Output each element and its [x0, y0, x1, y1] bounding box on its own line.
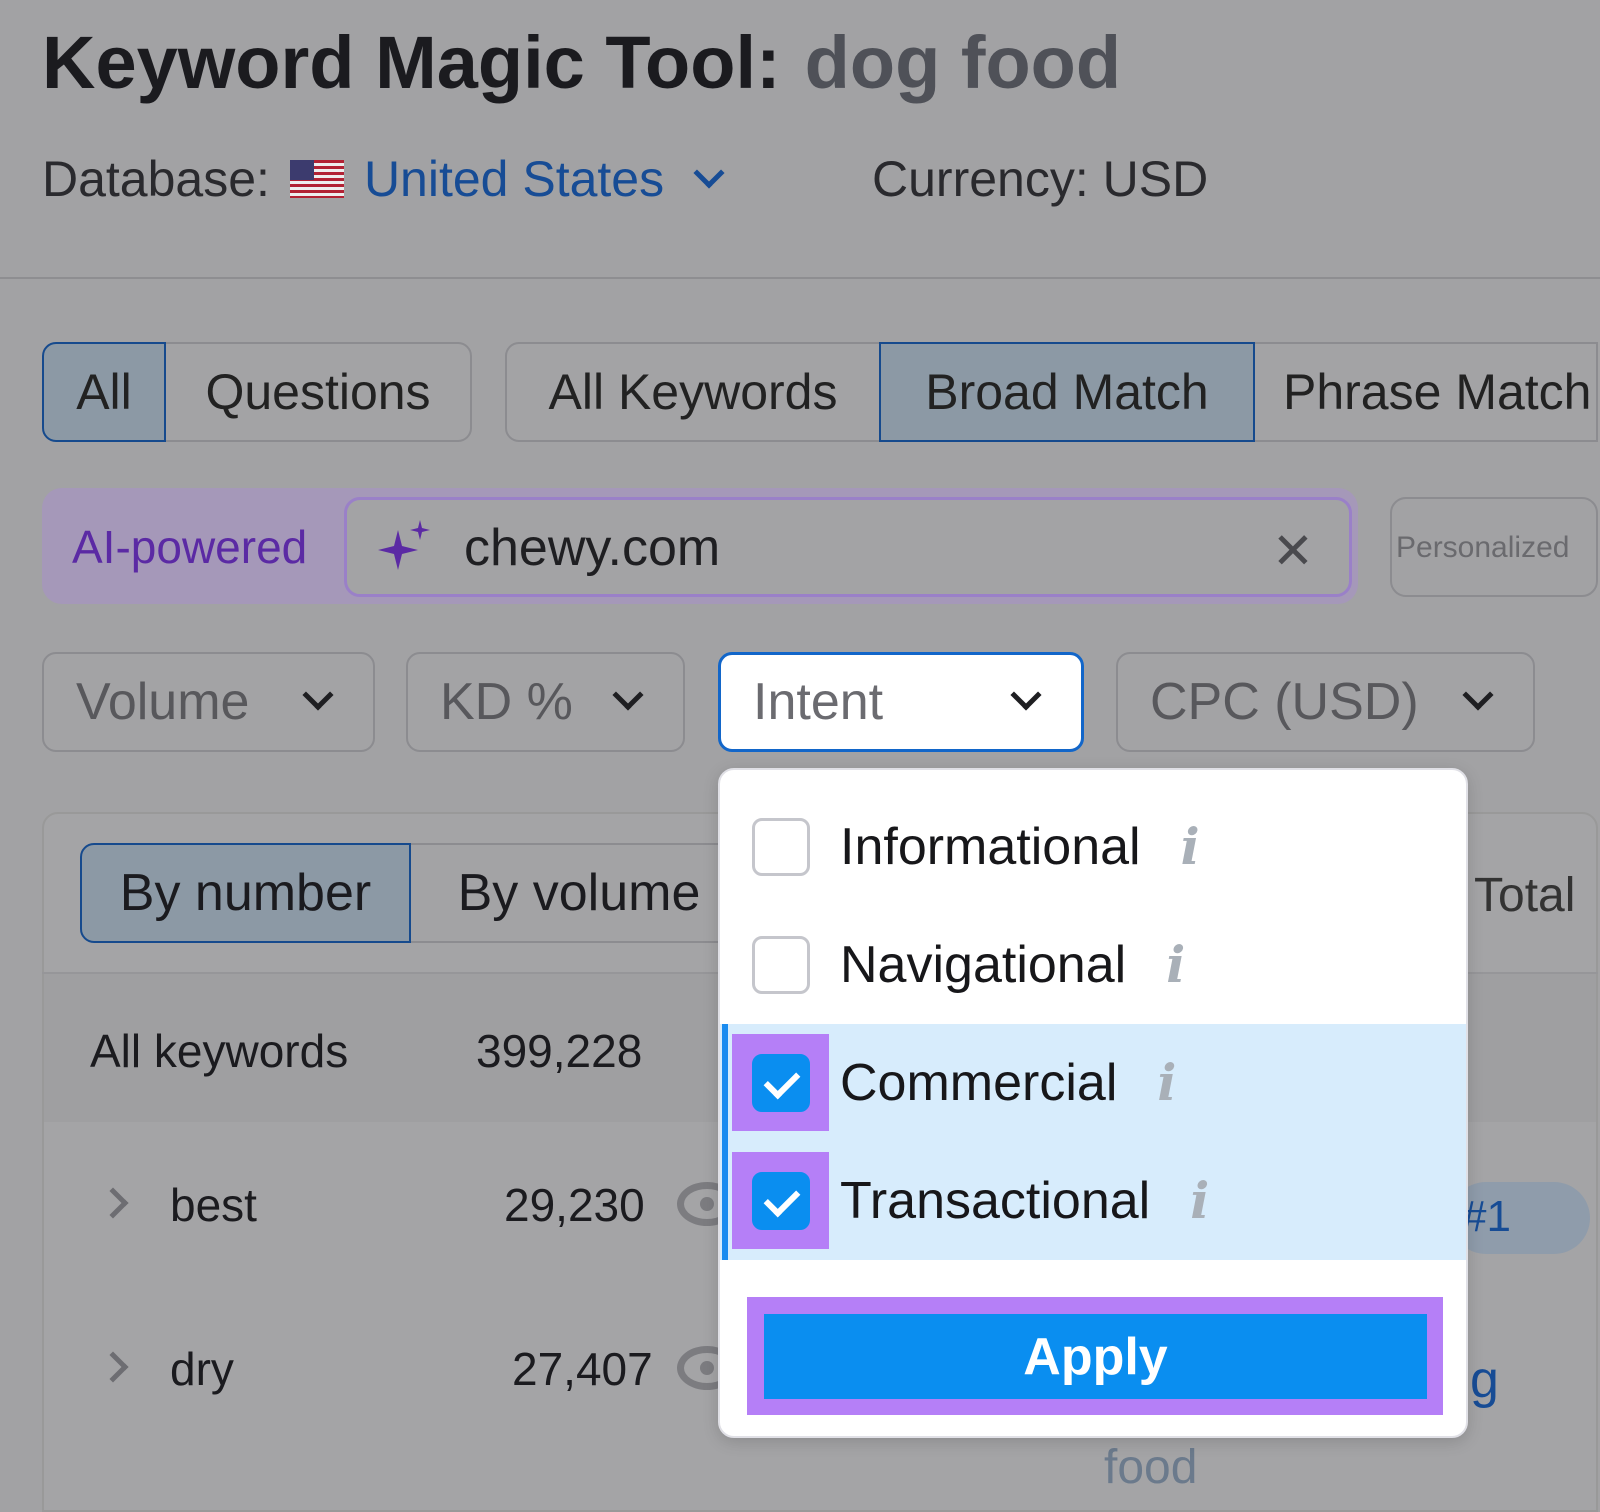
tab-all-keywords[interactable]: All Keywords: [505, 342, 881, 442]
total-label: Total: [1474, 869, 1576, 922]
currency-label: Currency: USD: [872, 151, 1209, 207]
filter-volume[interactable]: Volume: [42, 652, 375, 752]
chevron-down-icon[interactable]: [693, 157, 725, 189]
filter-label: Volume: [76, 673, 250, 731]
rank-badge: #1: [1450, 1182, 1590, 1254]
page-title: Keyword Magic Tool: dog food: [42, 20, 1121, 105]
checkbox[interactable]: [751, 817, 810, 876]
info-icon[interactable]: i: [1180, 817, 1200, 876]
divider: [0, 277, 1600, 279]
all-keywords-count: 399,228: [476, 1025, 643, 1077]
tab-broad-match[interactable]: Broad Match: [879, 342, 1255, 442]
chevron-down-icon: [1462, 679, 1494, 711]
intent-option-navigational[interactable]: Navigational i: [720, 906, 1466, 1024]
database-selector[interactable]: Database: United States: [42, 150, 725, 208]
chevron-down-icon: [1010, 679, 1042, 711]
group-label[interactable]: dry: [170, 1343, 234, 1395]
title-text: Keyword Magic Tool:: [42, 21, 781, 104]
option-label: Navigational: [840, 936, 1127, 994]
filter-kd[interactable]: KD %: [406, 652, 685, 752]
tab-questions[interactable]: Questions: [164, 342, 472, 442]
database-country[interactable]: United States: [363, 151, 665, 207]
info-icon[interactable]: i: [1157, 1053, 1177, 1112]
intent-option-commercial[interactable]: Commercial i: [720, 1024, 1466, 1142]
sparkle-icon: [378, 520, 430, 570]
checkbox-checked[interactable]: [751, 1053, 810, 1112]
query-text: dog food: [804, 21, 1122, 104]
filter-cpc[interactable]: CPC (USD): [1116, 652, 1535, 752]
chevron-down-icon: [612, 679, 644, 711]
intent-option-informational[interactable]: Informational i: [720, 788, 1466, 906]
keyword-link[interactable]: food: [1104, 1441, 1198, 1494]
chevron-down-icon: [302, 679, 334, 711]
apply-highlight: Apply: [747, 1297, 1443, 1415]
personalized-button[interactable]: Personalized: [1390, 497, 1598, 597]
group-count: 27,407: [512, 1343, 653, 1395]
option-label: Informational: [840, 818, 1141, 876]
ai-input-value[interactable]: chewy.com: [464, 519, 721, 577]
us-flag-icon: [289, 160, 344, 198]
tab-all[interactable]: All: [42, 342, 166, 442]
intent-dropdown: Informational i Navigational i Commercial i…: [718, 768, 1468, 1438]
filter-intent[interactable]: Intent: [718, 652, 1084, 752]
info-icon[interactable]: i: [1190, 1171, 1210, 1230]
filter-label: CPC (USD): [1150, 673, 1419, 731]
checkbox[interactable]: [751, 935, 810, 994]
tab-by-number[interactable]: By number: [80, 843, 411, 943]
clear-icon[interactable]: ✕: [1272, 523, 1314, 579]
checkbox-checked[interactable]: [751, 1171, 810, 1230]
intent-option-transactional[interactable]: Transactional i: [720, 1142, 1466, 1260]
option-label: Transactional: [840, 1172, 1151, 1230]
all-keywords-label: All keywords: [90, 1025, 349, 1077]
filter-label: KD %: [440, 673, 573, 731]
database-label: Database:: [42, 151, 270, 207]
option-label: Commercial: [840, 1054, 1118, 1112]
apply-button[interactable]: Apply: [764, 1314, 1427, 1399]
group-label[interactable]: best: [170, 1179, 257, 1231]
tab-by-volume[interactable]: By volume: [409, 843, 749, 943]
ai-powered-label: AI-powered: [72, 521, 308, 573]
keyword-link[interactable]: g: [1470, 1351, 1499, 1409]
filter-label: Intent: [753, 673, 884, 731]
info-icon[interactable]: i: [1166, 935, 1186, 994]
tab-phrase-match[interactable]: Phrase Match: [1253, 342, 1598, 442]
ai-domain-input[interactable]: [344, 497, 1352, 597]
group-count: 29,230: [504, 1179, 645, 1231]
